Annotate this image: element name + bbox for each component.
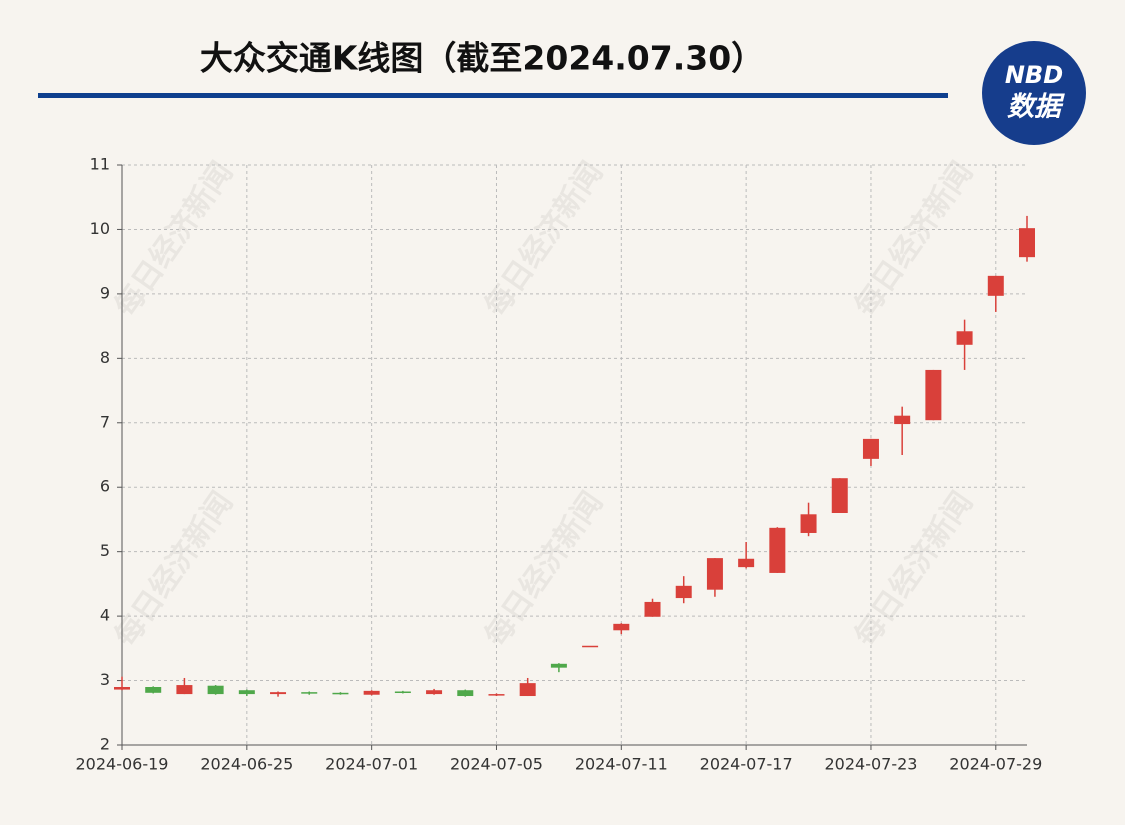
x-tick-label: 2024-07-23 <box>824 755 917 774</box>
logo <box>982 41 1086 145</box>
y-tick-label: 10 <box>90 219 110 238</box>
candle-body <box>769 527 786 573</box>
x-tick-label: 2024-07-17 <box>700 755 793 774</box>
candle-body <box>238 690 255 695</box>
y-tick-label: 2 <box>100 735 110 754</box>
logo-bottom: 数据 <box>1007 92 1065 123</box>
candle-body <box>800 514 817 533</box>
candle-body <box>332 692 349 695</box>
candle-body <box>894 415 911 425</box>
candle-body <box>176 685 193 695</box>
candle-body <box>644 601 661 617</box>
candle-body <box>488 694 505 696</box>
candle-body <box>831 478 848 513</box>
x-tick-label: 2024-07-29 <box>949 755 1042 774</box>
candle-body <box>301 692 318 694</box>
y-tick-label: 8 <box>100 348 110 367</box>
x-tick-label: 2024-06-19 <box>76 755 169 774</box>
logo-top: NBD <box>1005 61 1063 89</box>
y-tick-label: 5 <box>100 541 110 560</box>
candle-body <box>956 331 973 345</box>
candle-body <box>270 692 287 695</box>
candle-body <box>363 690 380 695</box>
candle-body <box>145 687 162 693</box>
candle-body <box>457 690 474 697</box>
candle-body <box>613 623 630 631</box>
x-tick-label: 2024-07-05 <box>450 755 543 774</box>
x-tick-label: 2024-07-11 <box>575 755 668 774</box>
y-tick-label: 4 <box>100 606 110 625</box>
candle-body <box>1019 228 1035 258</box>
y-tick-label: 11 <box>90 155 110 174</box>
candle-body <box>862 438 879 459</box>
candle-body <box>114 687 130 690</box>
y-tick-label: 9 <box>100 283 110 302</box>
candle-body <box>394 691 411 694</box>
x-tick-label: 2024-07-01 <box>325 755 418 774</box>
candle-body <box>706 558 723 590</box>
y-tick-label: 3 <box>100 670 110 689</box>
chart-title: 大众交通K线图（截至2024.07.30） <box>200 39 764 78</box>
candle-body <box>987 275 1004 296</box>
y-tick-label: 7 <box>100 412 110 431</box>
candle-body <box>582 645 599 648</box>
title-rule <box>38 93 948 98</box>
plot: 2 3 4 5 6 7 8 9 10 11 2024-06-19 2024-06-25 2024-07-… <box>76 155 1043 774</box>
y-tick-label: 6 <box>100 477 110 496</box>
candle-body <box>925 369 942 421</box>
candle-body <box>550 663 567 668</box>
x-tick-label: 2024-06-25 <box>200 755 293 774</box>
candle-body <box>675 585 692 599</box>
candle-body <box>738 558 755 568</box>
candle-body <box>519 683 536 697</box>
candle-body <box>207 685 224 695</box>
candle-body <box>426 690 443 695</box>
